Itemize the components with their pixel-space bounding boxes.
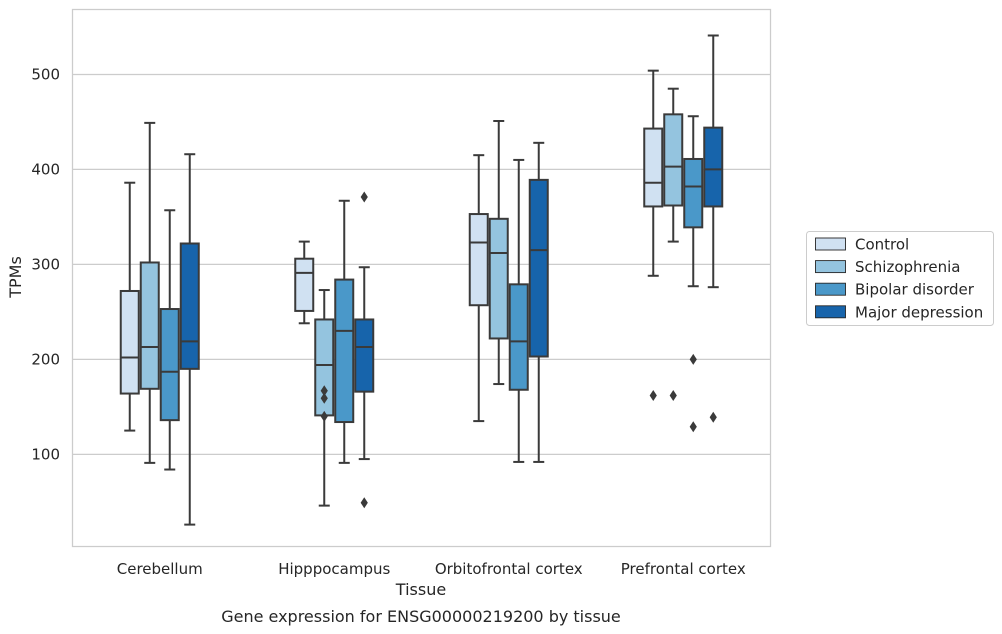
outlier-point <box>320 385 328 397</box>
box-group <box>334 199 355 464</box>
box-group <box>294 240 315 325</box>
y-axis-ticks: 100 200 300 400 500 <box>31 65 60 463</box>
box <box>119 289 140 395</box>
legend-swatch <box>815 305 846 319</box>
outlier-point <box>689 353 697 365</box>
outlier-point <box>709 411 717 423</box>
box <box>354 318 375 393</box>
legend-swatch <box>815 237 846 251</box>
y-axis-label: TPMs <box>6 256 25 299</box>
box <box>703 126 724 208</box>
box <box>643 127 664 208</box>
chart-caption: Gene expression for ENSG00000219200 by t… <box>221 607 621 626</box>
outlier-point <box>649 389 657 401</box>
y-tick-label: 300 <box>31 255 60 273</box>
x-axis-label: Tissue <box>395 580 446 599</box>
legend-swatch <box>815 260 846 274</box>
box-group <box>179 153 200 526</box>
box-group <box>703 34 724 423</box>
box-group <box>159 209 180 471</box>
y-tick-label: 500 <box>31 65 60 83</box>
box-group <box>508 158 529 463</box>
legend-label: Schizophrenia <box>855 258 960 276</box>
box-group <box>468 154 489 423</box>
box <box>468 213 489 307</box>
boxes <box>119 34 724 526</box>
outlier-point <box>320 410 328 422</box>
box-group <box>643 69 664 401</box>
box <box>139 261 160 390</box>
legend-swatch <box>815 282 846 296</box>
outlier-point <box>360 497 368 509</box>
x-tick-label: Orbitofrontal cortex <box>435 560 583 578</box>
box <box>683 157 704 229</box>
box-group <box>488 119 509 386</box>
box <box>488 217 509 340</box>
box <box>528 178 549 358</box>
box-group <box>354 191 375 509</box>
outlier-point <box>689 421 697 433</box>
outlier-point <box>669 389 677 401</box>
box-group <box>663 87 684 401</box>
box <box>334 278 355 424</box>
legend-label: Bipolar disorder <box>855 281 975 299</box>
plot-frame <box>71 8 772 548</box>
box <box>159 308 180 422</box>
y-tick-label: 100 <box>31 445 60 463</box>
x-axis-ticks: Cerebellum Hipppocampus Orbitofrontal cort… <box>117 560 746 578</box>
outlier-point <box>360 191 368 203</box>
legend: Control Schizophrenia Bipolar disorder Majo… <box>806 231 994 326</box>
box <box>663 113 684 207</box>
legend-label: Control <box>855 236 909 254</box>
x-tick-label: Hipppocampus <box>278 560 390 578</box>
box-group <box>139 121 160 464</box>
box <box>294 257 315 312</box>
box <box>508 283 529 391</box>
legend-label: Major depression <box>855 303 983 321</box>
x-tick-label: Cerebellum <box>117 560 203 578</box>
legend-frame <box>806 231 994 326</box>
x-tick-label: Prefrontal cortex <box>621 560 746 578</box>
box-group <box>528 141 549 463</box>
box-group <box>683 115 704 433</box>
outlier-point <box>320 392 328 404</box>
box-group <box>314 289 335 507</box>
y-tick-label: 200 <box>31 350 60 368</box>
box <box>179 242 200 370</box>
box-group <box>119 181 140 432</box>
y-tick-label: 400 <box>31 160 60 178</box>
